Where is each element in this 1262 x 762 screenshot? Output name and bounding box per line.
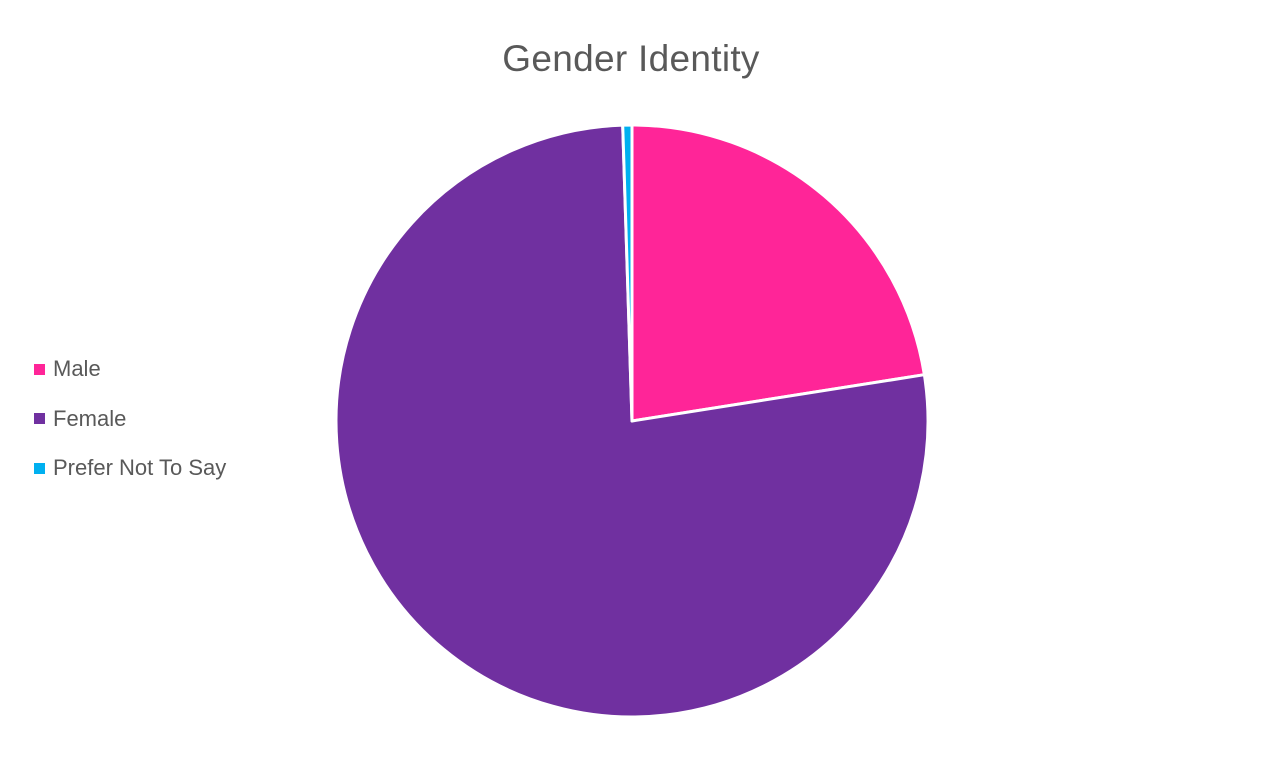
legend-swatch <box>34 413 45 424</box>
pie-slice-prefer-not-to-say <box>621 123 634 423</box>
legend-item-prefer-not-to-say: Prefer Not To Say <box>34 453 226 483</box>
legend-label: Female <box>53 405 127 431</box>
legend-label: Male <box>53 356 101 381</box>
legend-swatch <box>34 363 45 375</box>
legend-item-female: Female <box>34 404 226 434</box>
legend-label: Prefer Not To Say <box>53 455 227 480</box>
pie-slice-male <box>630 123 926 423</box>
chart-title: Gender Identity <box>502 38 760 79</box>
legend-item-male: Male <box>34 354 226 384</box>
legend-swatch <box>34 462 45 474</box>
legend: Male Female Prefer Not To Say <box>34 354 226 503</box>
